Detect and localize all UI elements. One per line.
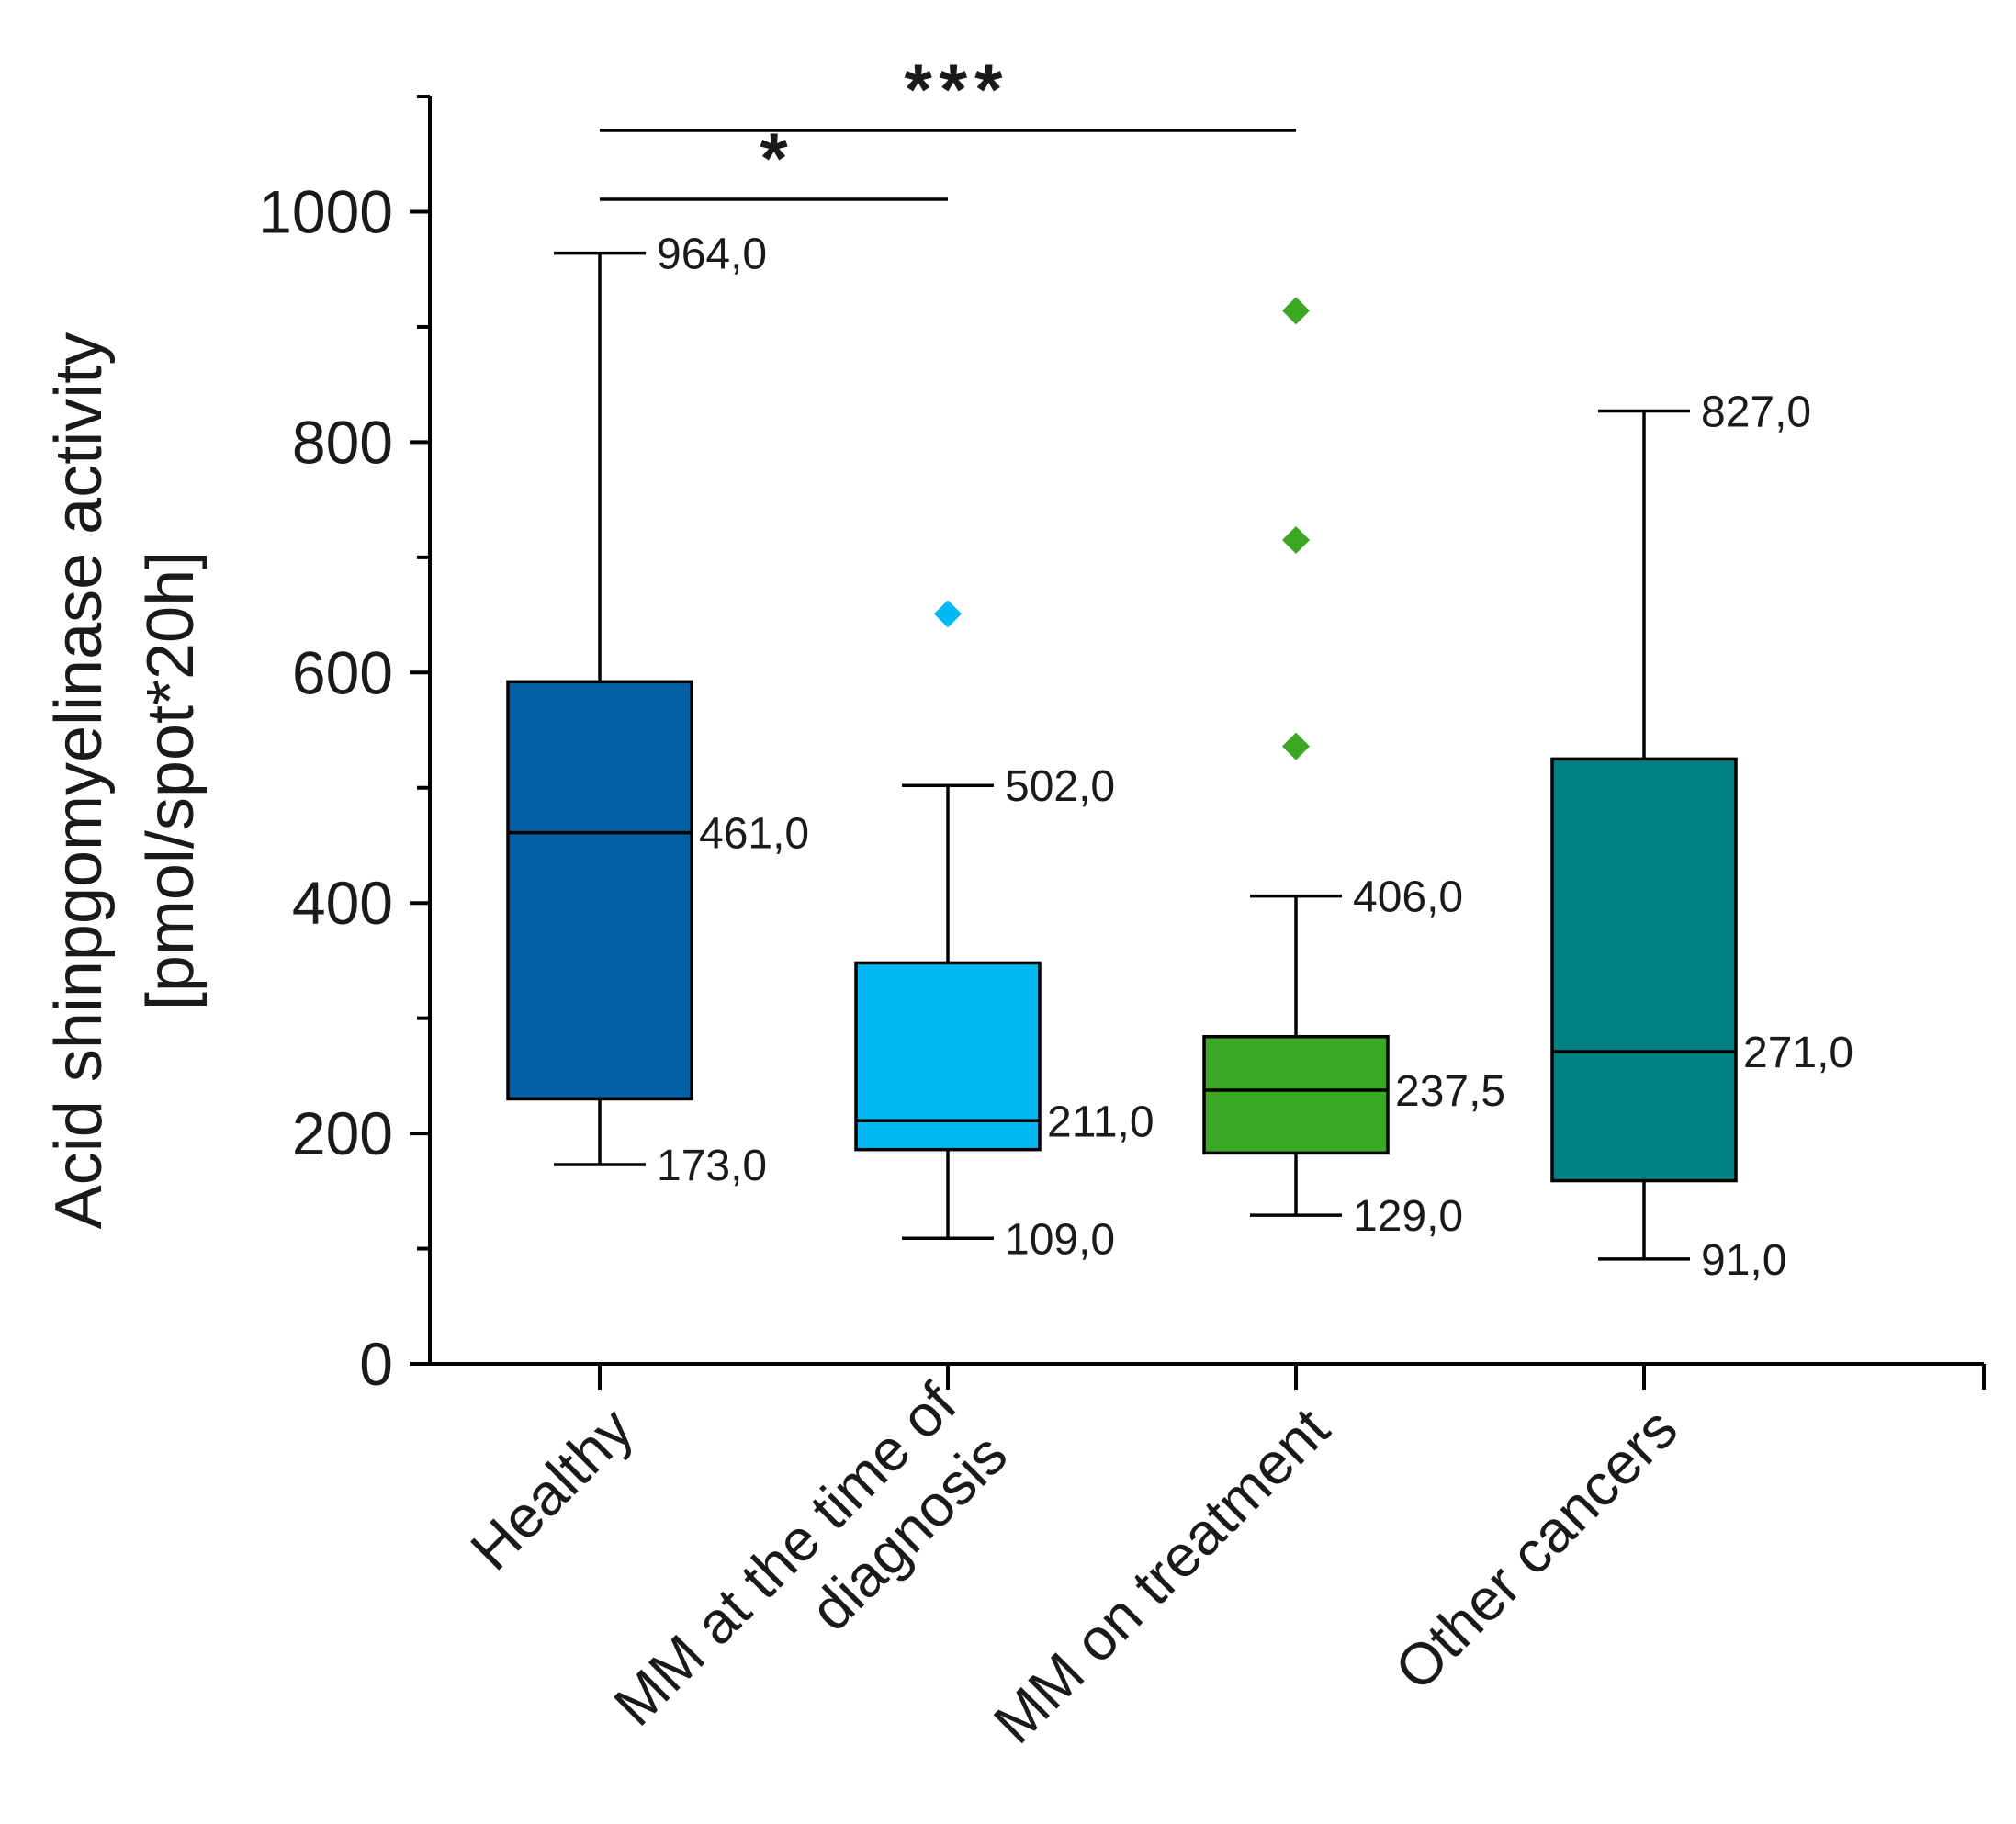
y-axis-label: Acid shinpgomyelinase activity [pmol/spot…	[42, 332, 208, 1229]
axes: 0 200 400 600 800 1000	[258, 95, 1986, 1398]
box-group: 406,0 129,0 237,5	[1202, 297, 1505, 1241]
median-label: 461,0	[699, 810, 809, 859]
median-label: 271,0	[1743, 1029, 1853, 1077]
y-axis-title-line: [pmol/spot*20h]	[134, 551, 208, 1010]
x-tick-label: Other cancers	[1382, 1395, 1690, 1703]
median-label: 211,0	[1047, 1098, 1154, 1146]
y-axis-title: Acid shinpgomyelinase activity [pmol/spot…	[42, 332, 208, 1229]
whisker-low-label: 91,0	[1701, 1236, 1786, 1285]
box-iqr	[854, 961, 1042, 1152]
significance-marker: ***	[904, 49, 1009, 129]
whisker-high-label: 406,0	[1353, 873, 1463, 922]
y-tick-label: 200	[292, 1099, 393, 1167]
whisker-low-label: 129,0	[1353, 1192, 1463, 1241]
x-tick-label: Healthy	[458, 1395, 646, 1582]
whisker-low-label: 109,0	[1005, 1215, 1115, 1264]
outlier-point	[934, 600, 962, 628]
x-tick-label: MM on treatment	[981, 1395, 1342, 1756]
whisker-high-label: 827,0	[1701, 388, 1811, 437]
box-iqr	[1202, 1034, 1390, 1155]
box-group: 964,0 173,0 461,0	[506, 231, 809, 1190]
significance-brackets: ****	[600, 49, 1296, 201]
x-tick-label-line: Healthy	[458, 1395, 646, 1582]
box-iqr	[1550, 757, 1738, 1183]
x-tick-label-line: Other cancers	[1382, 1395, 1690, 1703]
whisker-high-label: 502,0	[1005, 762, 1115, 811]
y-tick-label: 600	[292, 638, 393, 706]
box-group: 827,0 91,0 271,0	[1550, 388, 1853, 1285]
box-group: 502,0 109,0 211,0	[854, 600, 1154, 1264]
outlier-point	[1282, 732, 1310, 760]
box-iqr	[506, 680, 693, 1101]
outlier-point	[1282, 297, 1310, 325]
outlier-point	[1282, 526, 1310, 555]
box-series: 964,0 173,0 461,0 502,0 109,0 211,0 406,0 129,0…	[506, 231, 1853, 1285]
x-tick-label-line: MM on treatment	[981, 1395, 1342, 1756]
x-tick-label: MM at the time ofdiagnosis	[602, 1370, 1020, 1789]
median-label: 237,5	[1395, 1067, 1505, 1116]
y-tick-label: 400	[292, 869, 393, 937]
whisker-low-label: 173,0	[657, 1142, 767, 1190]
y-tick-label: 800	[292, 408, 393, 476]
y-axis-title-line: Acid shinpgomyelinase activity	[42, 332, 116, 1229]
y-tick-label: 1000	[258, 178, 393, 246]
whisker-high-label: 964,0	[657, 231, 767, 279]
y-tick-label: 0	[359, 1330, 393, 1398]
